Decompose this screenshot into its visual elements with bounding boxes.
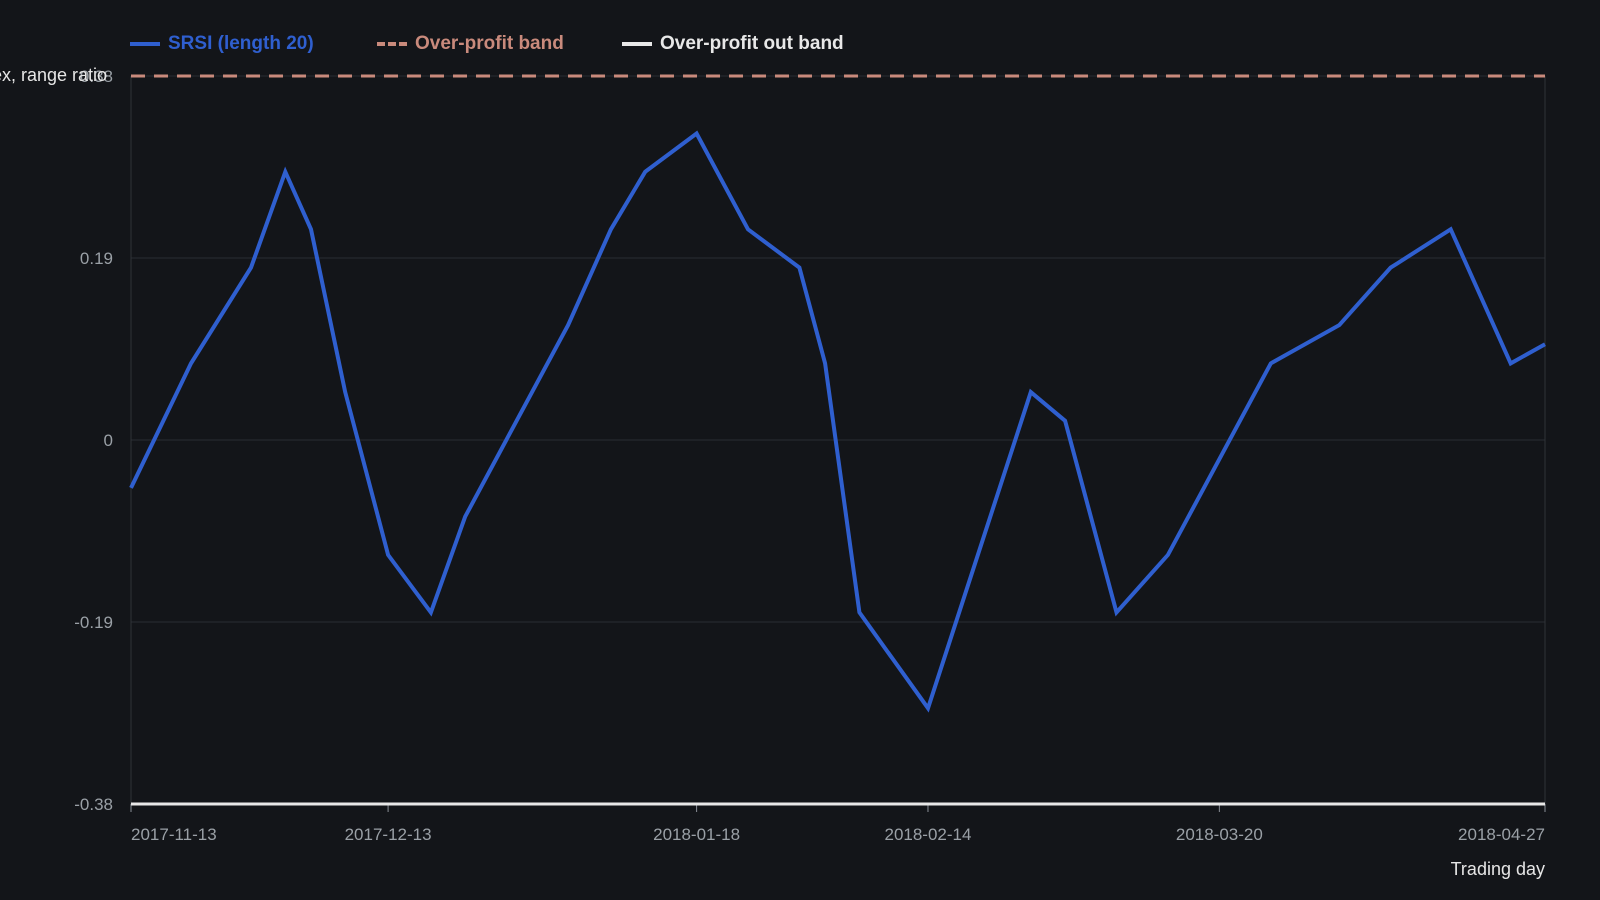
y-tick-label: 0: [104, 431, 113, 450]
legend-label-srsi: SRSI (length 20): [168, 33, 314, 54]
x-tick-label: 2018-04-27: [1458, 825, 1545, 844]
y-tick-label: -0.19: [74, 613, 113, 632]
legend-swatch-srsi: [130, 41, 160, 46]
bands: [131, 74, 1545, 806]
x-tick-labels: 2017-11-13 2017-12-13 2018-01-18 2018-02-14…: [131, 825, 1545, 844]
y-tick-label: -0.38: [74, 795, 113, 814]
x-tick-label: 2018-02-14: [884, 825, 971, 844]
x-tick-label: 2017-12-13: [345, 825, 432, 844]
y-tick-label: 0.19: [80, 249, 113, 268]
y-axis-label: ex, range ratio: [0, 65, 108, 85]
legend-label-over-profit-out-band: Over-profit out band: [660, 33, 844, 54]
legend-swatch-over-profit-out-band: [622, 41, 652, 46]
x-tick-label: 2018-03-20: [1176, 825, 1263, 844]
legend-label-over-profit-band: Over-profit band: [415, 33, 564, 54]
series-lines: [129, 130, 1546, 713]
x-axis-label: Trading day: [1451, 859, 1545, 879]
legend-swatch-over-profit-band: [377, 41, 407, 46]
x-tick-label: 2017-11-13: [131, 825, 217, 844]
legend: ex, range ratio SRSI (length 20) Over-pr…: [0, 32, 1000, 85]
srsi-line: [129, 130, 1546, 713]
legend-item-over-profit-band: Over-profit band: [377, 33, 564, 55]
legend-item-over-profit-out-band: Over-profit out band: [622, 33, 844, 55]
y-tick-label: 0.38: [80, 67, 113, 86]
x-tick-label: 2018-01-18: [653, 825, 740, 844]
y-tick-labels: 0.38 0.19 0 -0.19 -0.38: [74, 67, 113, 814]
legend-item-srsi: SRSI (length 20): [130, 33, 314, 55]
